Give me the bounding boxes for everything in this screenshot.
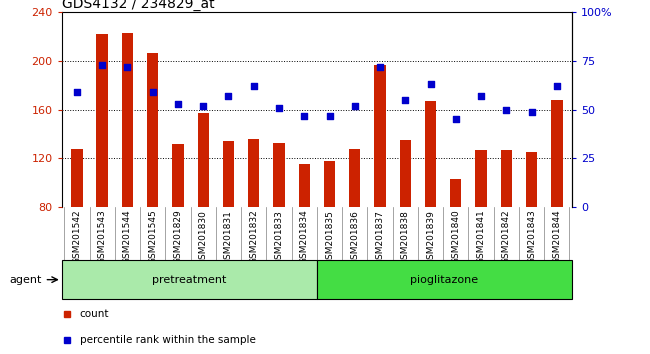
Point xyxy=(274,105,284,110)
Bar xyxy=(62,260,317,299)
Text: GSM201545: GSM201545 xyxy=(148,210,157,264)
Text: GSM201842: GSM201842 xyxy=(502,210,511,264)
Bar xyxy=(147,52,159,207)
Point xyxy=(148,89,158,95)
Text: GSM201837: GSM201837 xyxy=(376,210,385,265)
Bar xyxy=(273,143,285,207)
Text: GSM201833: GSM201833 xyxy=(274,210,283,265)
Bar xyxy=(298,165,310,207)
Point xyxy=(375,64,385,70)
Bar xyxy=(349,149,361,207)
Text: pioglitazone: pioglitazone xyxy=(410,275,478,285)
Text: GSM201844: GSM201844 xyxy=(552,210,562,264)
Point xyxy=(501,107,512,113)
Point xyxy=(248,84,259,89)
Bar xyxy=(400,140,411,207)
Point xyxy=(526,109,537,115)
Bar xyxy=(551,100,562,207)
Point xyxy=(72,89,82,95)
Bar xyxy=(248,139,259,207)
Text: GDS4132 / 234829_at: GDS4132 / 234829_at xyxy=(62,0,214,11)
Text: GSM201839: GSM201839 xyxy=(426,210,435,265)
Point xyxy=(400,97,411,103)
Bar xyxy=(198,113,209,207)
Bar xyxy=(72,149,83,207)
Text: GSM201543: GSM201543 xyxy=(98,210,107,264)
Text: GSM201841: GSM201841 xyxy=(476,210,486,264)
Bar xyxy=(374,65,385,207)
Bar xyxy=(122,33,133,207)
Text: GSM201829: GSM201829 xyxy=(174,210,183,264)
Point xyxy=(324,113,335,118)
Text: GSM201830: GSM201830 xyxy=(199,210,208,265)
Point xyxy=(122,64,133,70)
Bar xyxy=(450,179,461,207)
Text: percentile rank within the sample: percentile rank within the sample xyxy=(79,335,255,345)
Bar xyxy=(425,101,436,207)
Text: GSM201834: GSM201834 xyxy=(300,210,309,264)
Bar xyxy=(96,34,108,207)
Bar xyxy=(223,141,234,207)
Point xyxy=(223,93,233,99)
Point xyxy=(476,93,486,99)
Text: GSM201840: GSM201840 xyxy=(451,210,460,264)
Text: count: count xyxy=(79,309,109,320)
Bar xyxy=(475,150,487,207)
Point xyxy=(299,113,309,118)
Text: GSM201836: GSM201836 xyxy=(350,210,359,265)
Bar xyxy=(317,260,572,299)
Text: GSM201843: GSM201843 xyxy=(527,210,536,264)
Point xyxy=(450,117,461,122)
Point xyxy=(198,103,209,109)
Text: GSM201831: GSM201831 xyxy=(224,210,233,265)
Point xyxy=(552,84,562,89)
Bar xyxy=(500,150,512,207)
Point xyxy=(97,62,107,68)
Text: agent: agent xyxy=(10,275,42,285)
Text: GSM201542: GSM201542 xyxy=(72,210,81,264)
Text: GSM201544: GSM201544 xyxy=(123,210,132,264)
Point xyxy=(350,103,360,109)
Point xyxy=(173,101,183,107)
Point xyxy=(425,81,436,87)
Text: GSM201838: GSM201838 xyxy=(401,210,410,265)
Bar xyxy=(324,161,335,207)
Text: GSM201832: GSM201832 xyxy=(249,210,258,264)
Text: pretreatment: pretreatment xyxy=(152,275,226,285)
Text: GSM201835: GSM201835 xyxy=(325,210,334,265)
Bar xyxy=(172,144,184,207)
Bar xyxy=(526,152,538,207)
